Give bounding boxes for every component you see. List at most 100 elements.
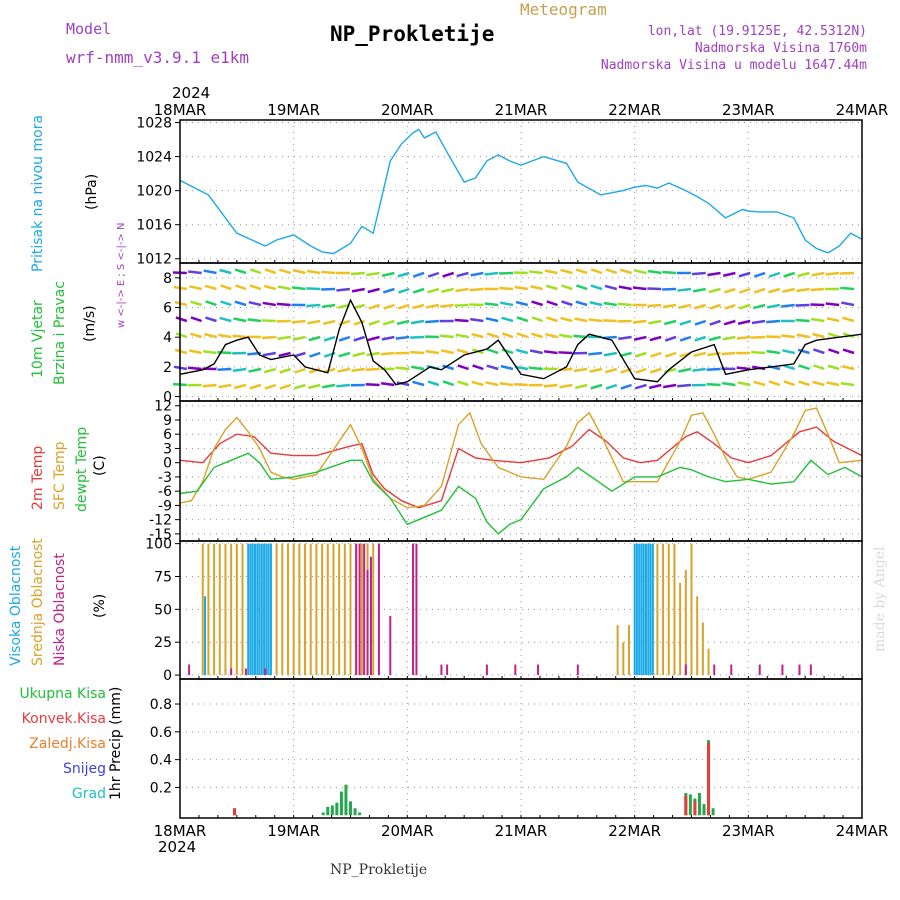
wind-arrow	[647, 303, 662, 308]
wind-arrow	[234, 268, 247, 275]
wind-arrow	[693, 303, 707, 310]
wind-arrow	[292, 269, 306, 275]
niska-oblacnost-bar	[363, 543, 366, 676]
wind-arrow	[751, 319, 766, 325]
wind-arrow	[766, 303, 781, 309]
visoka-oblacnost-bar	[260, 543, 263, 676]
wind-arrow	[619, 268, 632, 275]
wind-arrow	[470, 317, 484, 323]
wind-arrow	[220, 300, 232, 307]
wind-arrow	[499, 286, 514, 291]
niska-oblacnost-bar	[264, 668, 267, 676]
wind-arrow	[487, 348, 499, 355]
wind-arrow	[620, 383, 632, 390]
y-tick-label: 2	[163, 360, 172, 376]
visoka-oblacnost-bar	[247, 543, 250, 676]
wind-arrow	[766, 349, 781, 355]
ukupna-kisa-bar	[330, 805, 334, 816]
wind-arrow	[353, 319, 366, 326]
srednja-oblacnost-bar	[235, 543, 238, 676]
wind-arrow	[825, 302, 840, 307]
konvek-kisa-bar	[707, 742, 711, 816]
wind-arrow	[249, 383, 262, 390]
wind-ylabel-1: 10m Vjetar	[30, 300, 46, 378]
wind-unit: (m/s)	[82, 305, 98, 342]
wind-arrow	[457, 380, 469, 387]
visoka-oblacnost-bar	[258, 543, 261, 676]
ukupna-kisa-bar	[702, 804, 706, 816]
ukupna-kisa-bar	[711, 808, 715, 816]
wind-arrow	[810, 303, 825, 307]
x-tick-label-top: 22MAR	[608, 101, 661, 119]
wind-arrow	[546, 316, 558, 323]
cloud-unit: (%)	[92, 593, 108, 618]
wind-arrow	[545, 332, 558, 339]
wind-arrow	[412, 271, 425, 278]
x-tick-label-bottom: 24MAR	[836, 822, 889, 840]
wind-arrow	[811, 317, 825, 323]
wind-arrow	[294, 367, 306, 374]
wind-arrow	[648, 383, 662, 390]
y-tick-label: 0	[163, 456, 172, 472]
wind-arrow	[530, 285, 543, 291]
wind-arrow	[248, 300, 262, 307]
wind-arrow	[708, 335, 721, 342]
cloud-ylabel-mid: Srednja Oblacnost	[30, 538, 46, 666]
x-tick-label-top: 23MAR	[722, 101, 775, 119]
srednja-oblacnost-bar	[616, 625, 619, 676]
wind-arrow	[454, 303, 469, 307]
wind-arrow	[263, 367, 277, 374]
wind-arrow	[321, 303, 336, 309]
wind-arrow	[235, 284, 247, 291]
y-tick-label: 100	[145, 537, 172, 553]
wind-arrow	[471, 332, 484, 339]
coords-label: lon,lat (19.9125E, 42.5312N)	[647, 24, 867, 39]
wind-arrow	[427, 271, 440, 278]
niska-oblacnost-bar	[412, 543, 415, 676]
wind-arrow	[546, 300, 558, 307]
wind-arrow	[234, 300, 247, 307]
wind-arrow	[365, 382, 380, 387]
y-tick-label: 6	[163, 301, 172, 317]
wind-arrow	[662, 270, 677, 275]
x-tick-label-bottom: 23MAR	[722, 822, 775, 840]
wind-arrow	[590, 284, 603, 291]
wind-arrow	[261, 319, 276, 323]
wind-arrow	[635, 367, 647, 374]
y-tick-label: 3	[163, 441, 172, 457]
y-tick-label: 8	[163, 271, 172, 287]
wind-arrow	[322, 319, 336, 326]
wind-arrow	[425, 349, 440, 355]
srednja-oblacnost-bar	[662, 543, 665, 676]
temp-ylabel-sfc: SFC Temp	[52, 441, 68, 510]
wind-arrow	[721, 381, 736, 387]
wind-arrow	[396, 381, 410, 387]
wind-arrow	[188, 349, 202, 355]
srednja-oblacnost-bar	[622, 642, 625, 676]
niska-oblacnost-bar	[781, 664, 784, 676]
srednja-oblacnost-bar	[627, 625, 630, 676]
wind-arrow	[410, 319, 425, 325]
x-tick-label-top: 18MAR	[154, 101, 207, 119]
srednja-oblacnost-bar	[241, 543, 244, 676]
wind-arrow	[753, 271, 766, 278]
wind-arrow	[575, 300, 588, 307]
wind-arrow	[842, 316, 855, 323]
wind-arrow	[380, 351, 395, 356]
wind-arrow	[796, 333, 810, 339]
wind-arrow	[457, 364, 469, 371]
wind-arrow	[736, 366, 751, 371]
wind-arrow	[189, 285, 202, 291]
wind-arrow	[842, 332, 855, 339]
wind-arrow	[561, 284, 573, 291]
wind-arrow	[576, 284, 588, 291]
dewpt-temp-line	[179, 452, 863, 535]
visoka-oblacnost-bar	[251, 543, 254, 676]
year-label-bottom: 2024	[158, 838, 197, 856]
pressure-frame	[179, 119, 863, 264]
wind-arrow	[739, 287, 751, 294]
niska-oblacnost-bar	[369, 556, 372, 676]
wind-arrow	[590, 383, 603, 390]
x-tick-label-top: 21MAR	[495, 101, 548, 119]
wind-arrow	[352, 303, 366, 310]
